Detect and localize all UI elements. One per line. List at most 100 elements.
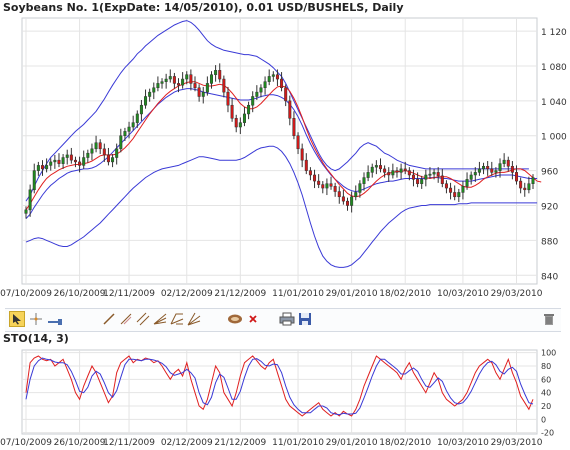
stochastic-chart[interactable]: 100 80 60 40 20 0 -20 07/10/2009 26/10/200912/1… [0,330,570,450]
candle-down [337,191,341,198]
candle-up [45,165,49,170]
channel-icon[interactable] [135,311,151,327]
delete-object-icon[interactable] [245,311,261,327]
candle-up [181,78,185,86]
candle-down [346,200,350,206]
candle-up [251,96,255,106]
candle-up [164,78,168,82]
price-tick-label: 960 [541,168,558,178]
candle-up [494,170,498,173]
price-tick-label: 1 080 [541,63,567,73]
date-tick-label: 18/02/2010 [379,289,431,299]
stochastic-title: STO(14, 3) [3,332,69,345]
candle-down [222,78,226,93]
stochastic-tick-label: 60 [541,375,551,384]
candle-up [160,81,164,84]
pointer-icon[interactable] [9,311,25,327]
andrews-pitchfork-icon[interactable] [169,311,185,327]
candle-up [90,148,94,154]
candle-up [358,183,362,193]
date-tick-label: 11/01/2010 [272,289,324,299]
price-tick-label: 1 120 [541,28,567,38]
candle-up [214,70,218,75]
candle-up [457,192,461,198]
candle-down [234,118,238,128]
candle-up [424,174,428,180]
candle-up [65,154,69,158]
candle-down [106,154,110,163]
candle-up [259,87,263,93]
candle-up [168,76,172,80]
price-tick-label: 920 [541,203,558,213]
stochastic-grid [21,349,538,435]
candle-up [374,165,378,168]
candle-up [86,152,90,158]
candle-up [271,74,275,77]
candle-down [313,174,317,182]
stochastic-lines [25,355,534,417]
candle-down [280,78,284,89]
candle-up [49,161,53,166]
candle-up [238,122,242,128]
chart-title: Soybeans No. 1(ExpDate: 14/05/2010), 0.0… [3,1,404,14]
candle-up [209,74,213,84]
candle-up [432,172,436,175]
crosshair-icon[interactable] [28,311,44,327]
stochastic-tick-label: 80 [541,362,551,371]
candle-up [148,91,152,97]
candle-down [341,196,345,202]
candle-up [325,183,329,189]
price-tick-label: 1 000 [541,133,567,143]
annotation-icon[interactable] [227,311,243,327]
candle-down [284,87,288,102]
candle-down [440,175,444,184]
ray-icon[interactable] [118,311,134,327]
candle-up [531,177,535,184]
date-tick-label: 21/12/2009 [214,289,266,299]
stochastic-date-label: 21/12/2009 [214,438,266,448]
candle-up [24,209,28,214]
candle-up [465,179,469,187]
print-icon[interactable] [279,311,295,327]
candle-down [486,166,490,170]
drawing-toolbar [5,308,561,332]
candle-up [32,170,36,191]
candle-down [378,165,382,170]
candle-up [366,172,370,178]
price-tick-label: 840 [541,272,558,282]
candle-up [255,91,259,97]
candle-down [321,184,325,189]
candle-down [218,70,222,80]
price-chart[interactable]: 840 880 920 960 1 000 1 040 1 080 1 120 07/10/2… [0,0,570,310]
line-icon[interactable] [101,311,117,327]
candle-up [469,174,473,180]
candle-down [490,168,494,173]
candle-up [420,179,424,184]
stochastic-date-label: 18/02/2010 [379,438,431,448]
candle-up [502,159,506,164]
trash-icon[interactable] [541,311,557,327]
candle-up [119,135,123,150]
candle-up [391,170,395,176]
candle-up [185,74,189,80]
candle-down [304,159,308,171]
candle-down [40,165,44,170]
measure-icon[interactable] [47,311,63,327]
candle-down [510,166,514,173]
candle-up [53,159,57,163]
date-tick-label: 26/10/2009 [54,289,106,299]
candle-down [329,183,333,187]
gann-fan-icon[interactable] [186,311,202,327]
stochastic-plot-frame [21,349,538,435]
candle-up [152,87,156,93]
price-plot-frame [21,17,538,285]
fibonacci-fan-icon[interactable] [152,311,168,327]
date-tick-label: 10/03/2010 [437,289,489,299]
candle-up [139,104,143,115]
stochastic-date-label: 10/03/2010 [437,438,489,448]
save-icon[interactable] [297,311,313,327]
stochastic-date-label: 29/01/2010 [326,438,378,448]
stochastic-date-label: 11/01/2010 [272,438,324,448]
candle-down [69,154,73,161]
